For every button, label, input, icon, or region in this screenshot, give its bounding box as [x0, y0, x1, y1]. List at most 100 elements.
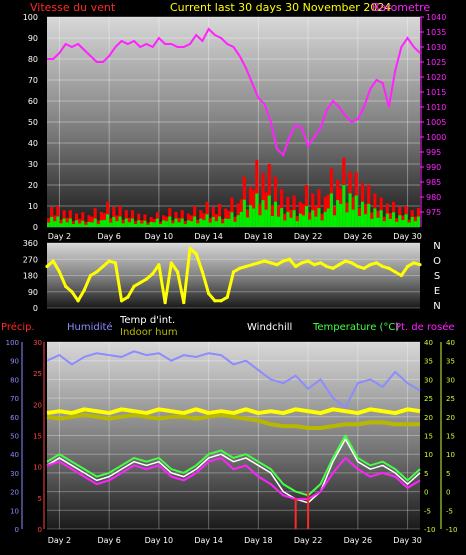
humidity-label: Humidité — [67, 321, 113, 333]
wind-avg-bar — [329, 193, 333, 227]
wind-avg-bar — [230, 212, 234, 227]
gust-bar — [224, 208, 228, 227]
wind-avg-bar — [364, 214, 368, 227]
humidity-tick-label: 100 — [6, 339, 19, 347]
temperature-right-tick-label: 20 — [446, 414, 455, 422]
direction-point — [256, 261, 260, 265]
temperature-left-tick-label: 15 — [424, 433, 433, 441]
wind-avg-bar — [376, 217, 380, 227]
direction-point — [250, 263, 254, 267]
wind-avg-bar — [320, 220, 324, 227]
temperature-right-tick-label: 40 — [446, 339, 455, 347]
wind-avg-bar — [140, 223, 144, 227]
windchill-line — [46, 438, 421, 504]
direction-point — [287, 257, 292, 261]
wind-x-tick-label: Day 18 — [244, 232, 273, 241]
direction-point — [350, 261, 354, 265]
wind-avg-bar — [401, 220, 405, 227]
gust-bar — [78, 218, 82, 227]
direction-point — [163, 300, 167, 305]
wind-avg-bar — [196, 223, 200, 227]
wind-avg-bar — [221, 223, 225, 227]
wind-avg-bar — [258, 215, 262, 227]
windchill-label: Windchill — [247, 322, 292, 333]
humidity-tick-label: 70 — [10, 395, 19, 403]
direction-point — [300, 261, 304, 265]
wind-avg-bar — [357, 215, 361, 227]
wind-baro-grid — [47, 16, 420, 228]
direction-axis: 0 90 180 270 360 — [23, 239, 38, 313]
dewpoint-line — [46, 456, 421, 501]
temperature-right-axis: -10 -5 0 5 10 15 20 25 30 35 40 — [440, 339, 457, 534]
gust-bar — [87, 215, 91, 227]
wind-avg-bar — [245, 217, 250, 227]
wind-avg-bar — [227, 218, 231, 227]
temperature-left-tick-label: 40 — [424, 339, 433, 347]
wind-avg-bar — [392, 212, 396, 227]
wind-avg-bar — [308, 219, 312, 227]
temp-x-tick-label: Day 30 — [393, 536, 422, 545]
wind-avg-bar — [395, 221, 399, 227]
wind-avg-bar — [236, 215, 240, 227]
wind-avg-bar — [345, 212, 349, 227]
wind-avg-bar — [367, 203, 371, 227]
wind-avg-bar — [68, 218, 72, 227]
direction-line-layer — [45, 246, 422, 305]
wind-avg-bar — [233, 221, 237, 227]
barometer-line — [47, 27, 421, 157]
wind-x-tick-label: Day 14 — [194, 232, 223, 241]
compass-letter: N — [433, 301, 440, 312]
direction-point — [362, 266, 366, 270]
wind-avg-bar — [214, 221, 218, 227]
temperature-left-axis: -10 -5 0 5 10 15 20 25 30 35 40 — [424, 339, 435, 534]
wind-avg-bar — [65, 222, 69, 227]
wind-avg-bar — [59, 223, 63, 227]
temperature-left-tick-label: 10 — [424, 451, 433, 459]
humidity-tick-label: 20 — [10, 489, 19, 497]
baro-axis: 975 980 985 990 995 1000 1005 1010 1015 1020 1025 1… — [420, 13, 446, 227]
direction-point — [213, 299, 217, 303]
direction-tick-label: 180 — [23, 272, 38, 281]
temperature-left-tick-label: 35 — [424, 358, 433, 366]
gust-bar — [214, 214, 218, 227]
wind-avg-bar — [53, 221, 57, 227]
direction-tick-label: 270 — [23, 255, 38, 264]
wind-avg-bar — [311, 210, 315, 227]
direction-point — [194, 252, 198, 256]
indoor-hum-line — [46, 412, 420, 431]
wind-avg-bar — [289, 217, 293, 227]
wind-avg-bar — [264, 209, 268, 227]
wind-avg-bar — [314, 216, 318, 227]
direction-point — [120, 299, 124, 303]
temperature-left-tick-label: 5 — [424, 470, 428, 478]
wind-avg-bar — [202, 220, 206, 227]
wind-avg-bar — [137, 220, 141, 227]
temp-int-line — [46, 407, 421, 416]
direction-point — [337, 263, 341, 267]
wind-avg-bar — [385, 213, 389, 227]
wind-avg-bar — [134, 224, 138, 227]
direction-point — [132, 284, 136, 288]
gust-bar — [252, 190, 256, 227]
wind-avg-bar — [174, 218, 178, 227]
wind-avg-bar — [255, 193, 259, 227]
temp-x-tick-label: Day 2 — [48, 536, 71, 545]
wind-avg-bar — [81, 220, 85, 227]
wind-x-tick-label: Day 6 — [97, 232, 120, 241]
direction-point — [169, 261, 173, 265]
direction-point — [113, 261, 117, 265]
wind-tick-label: 20 — [28, 181, 38, 190]
temperature-right-tick-label: 0 — [446, 489, 450, 497]
wind-avg-bar — [413, 221, 417, 227]
baro-tick-label: 995 — [426, 148, 441, 157]
temperature-right-tick-label: 30 — [446, 376, 455, 384]
wind-avg-bar — [99, 220, 103, 227]
wind-avg-bar — [177, 222, 181, 227]
wind-avg-bar — [130, 218, 135, 227]
temperature-left-tick-label: 20 — [424, 414, 433, 422]
wind-avg-bar — [78, 223, 82, 227]
wind-avg-bar — [189, 221, 194, 227]
baro-tick-label: 1005 — [426, 118, 446, 127]
wind-tick-label: 100 — [23, 13, 38, 22]
temp-x-tick-label: Day 26 — [344, 536, 373, 545]
